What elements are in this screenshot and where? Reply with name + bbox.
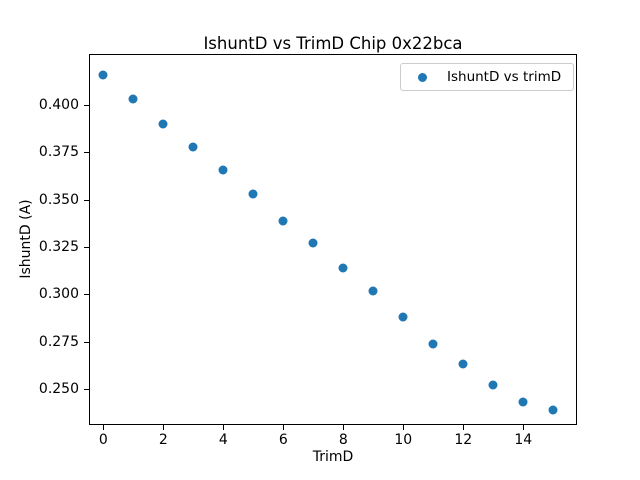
x-tick-mark (283, 425, 285, 430)
x-tick-mark (103, 425, 105, 430)
y-tick-mark (84, 294, 89, 296)
scatter-point (308, 238, 318, 248)
y-tick-mark (84, 105, 89, 107)
y-tick-label: 0.350 (38, 191, 79, 208)
y-tick-mark (84, 152, 89, 154)
y-tick-label: 0.300 (38, 286, 79, 303)
legend-marker-icon (418, 72, 427, 82)
x-tick-label: 2 (158, 432, 168, 448)
plot-area: 0.250 0.275 0.300 0.325 0.350 0.375 0.400 0 2 4 6… (39, 54, 577, 448)
y-tick-mark (84, 341, 89, 343)
y-tick-mark (84, 389, 89, 390)
x-axis-label: TrimD (312, 449, 354, 465)
y-tick-label: 0.250 (38, 381, 79, 397)
y-tick-label: 0.325 (38, 239, 79, 256)
x-tick-label: 8 (338, 432, 348, 448)
chart-title: IshuntD vs TrimD Chip 0x22bca (203, 34, 463, 53)
y-tick-mark (84, 199, 89, 201)
x-tick-mark (463, 425, 465, 430)
y-tick-label: 0.375 (38, 144, 79, 161)
scatter-point (248, 189, 258, 199)
axes-frame (89, 54, 577, 425)
scatter-point (128, 94, 138, 104)
y-tick-label: 0.400 (38, 97, 79, 114)
x-tick-mark (163, 425, 165, 430)
scatter-point (338, 263, 348, 273)
scatter-point (218, 165, 228, 174)
scatter-point (368, 286, 378, 296)
scatter-point (278, 216, 288, 226)
x-tick-label: 6 (278, 432, 288, 448)
x-tick-mark (343, 425, 345, 430)
scatter-point (398, 312, 408, 322)
legend: IshuntD vs trimD (400, 63, 574, 91)
x-tick-label: 12 (454, 432, 473, 448)
x-tick-mark (223, 425, 225, 430)
x-tick-mark (403, 425, 405, 430)
x-tick-mark (523, 425, 525, 430)
scatter-point (548, 405, 558, 415)
scatter-point (158, 119, 168, 129)
scatter-point (488, 380, 498, 390)
y-axis-label: IshuntD (A) (18, 199, 34, 279)
y-tick-label: 0.275 (38, 333, 79, 350)
scatter-point (98, 70, 108, 80)
legend-label: IshuntD vs trimD (447, 69, 562, 85)
x-tick-label: 4 (218, 432, 228, 448)
x-tick-label: 10 (394, 432, 413, 448)
scatter-point (188, 142, 198, 152)
y-tick-mark (84, 247, 89, 249)
scatter-point (458, 359, 468, 369)
x-tick-label: 14 (514, 432, 533, 448)
scatter-point (428, 339, 438, 349)
x-tick-label: 0 (98, 432, 108, 448)
scatter-point (518, 397, 528, 407)
